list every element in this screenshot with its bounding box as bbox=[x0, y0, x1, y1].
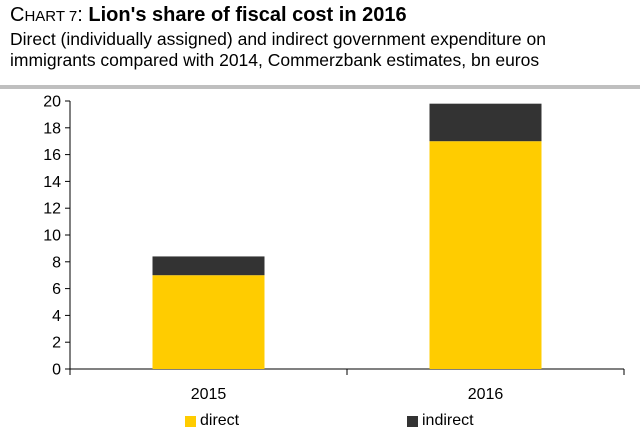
bars bbox=[152, 103, 542, 369]
subtitle-line-1: Direct (individually assigned) and indir… bbox=[10, 29, 546, 49]
x-axis: 2015 2016 bbox=[69, 368, 625, 403]
bar-direct-2016 bbox=[429, 141, 542, 369]
y-tick-label: 0 bbox=[52, 362, 61, 379]
y-tick-label: 16 bbox=[43, 147, 61, 164]
legend-label-direct: direct bbox=[200, 412, 240, 429]
y-tick-label: 14 bbox=[43, 174, 61, 191]
legend-swatch-direct bbox=[185, 415, 196, 427]
legend-item-direct: direct bbox=[185, 412, 239, 430]
y-tick-label: 6 bbox=[52, 281, 61, 298]
y-tick-label: 20 bbox=[43, 94, 61, 111]
subtitle-line-2: immigrants compared with 2014, Commerzba… bbox=[10, 50, 540, 70]
legend: direct indirect bbox=[0, 412, 640, 436]
x-tick-label-2016: 2016 bbox=[468, 386, 504, 403]
bar-indirect-2016 bbox=[429, 103, 542, 142]
legend-swatch-indirect bbox=[407, 415, 418, 427]
header-divider bbox=[0, 85, 640, 89]
title-text: Lion's share of fiscal cost in 2016 bbox=[88, 4, 407, 26]
y-tick-label: 8 bbox=[52, 254, 61, 271]
y-tick-label: 4 bbox=[52, 308, 61, 325]
bar-direct-2015 bbox=[152, 275, 265, 369]
chart-number: CHART 7 bbox=[10, 4, 78, 26]
bar-indirect-2015 bbox=[152, 256, 265, 276]
x-tick-label-2015: 2015 bbox=[191, 386, 227, 403]
y-tick-label: 12 bbox=[43, 201, 61, 218]
y-tick-label: 10 bbox=[43, 228, 61, 245]
title-separator: : bbox=[77, 4, 89, 26]
y-axis: 0 2 4 6 8 10 12 14 16 18 20 bbox=[43, 94, 71, 379]
legend-label-indirect: indirect bbox=[422, 412, 474, 429]
chart-title: CHART 7: Lion's share of fiscal cost in … bbox=[10, 3, 635, 29]
chart-header: CHART 7: Lion's share of fiscal cost in … bbox=[10, 3, 635, 71]
y-tick-label: 2 bbox=[52, 335, 61, 352]
legend-item-indirect: indirect bbox=[407, 412, 474, 430]
y-tick-label: 18 bbox=[43, 120, 61, 137]
